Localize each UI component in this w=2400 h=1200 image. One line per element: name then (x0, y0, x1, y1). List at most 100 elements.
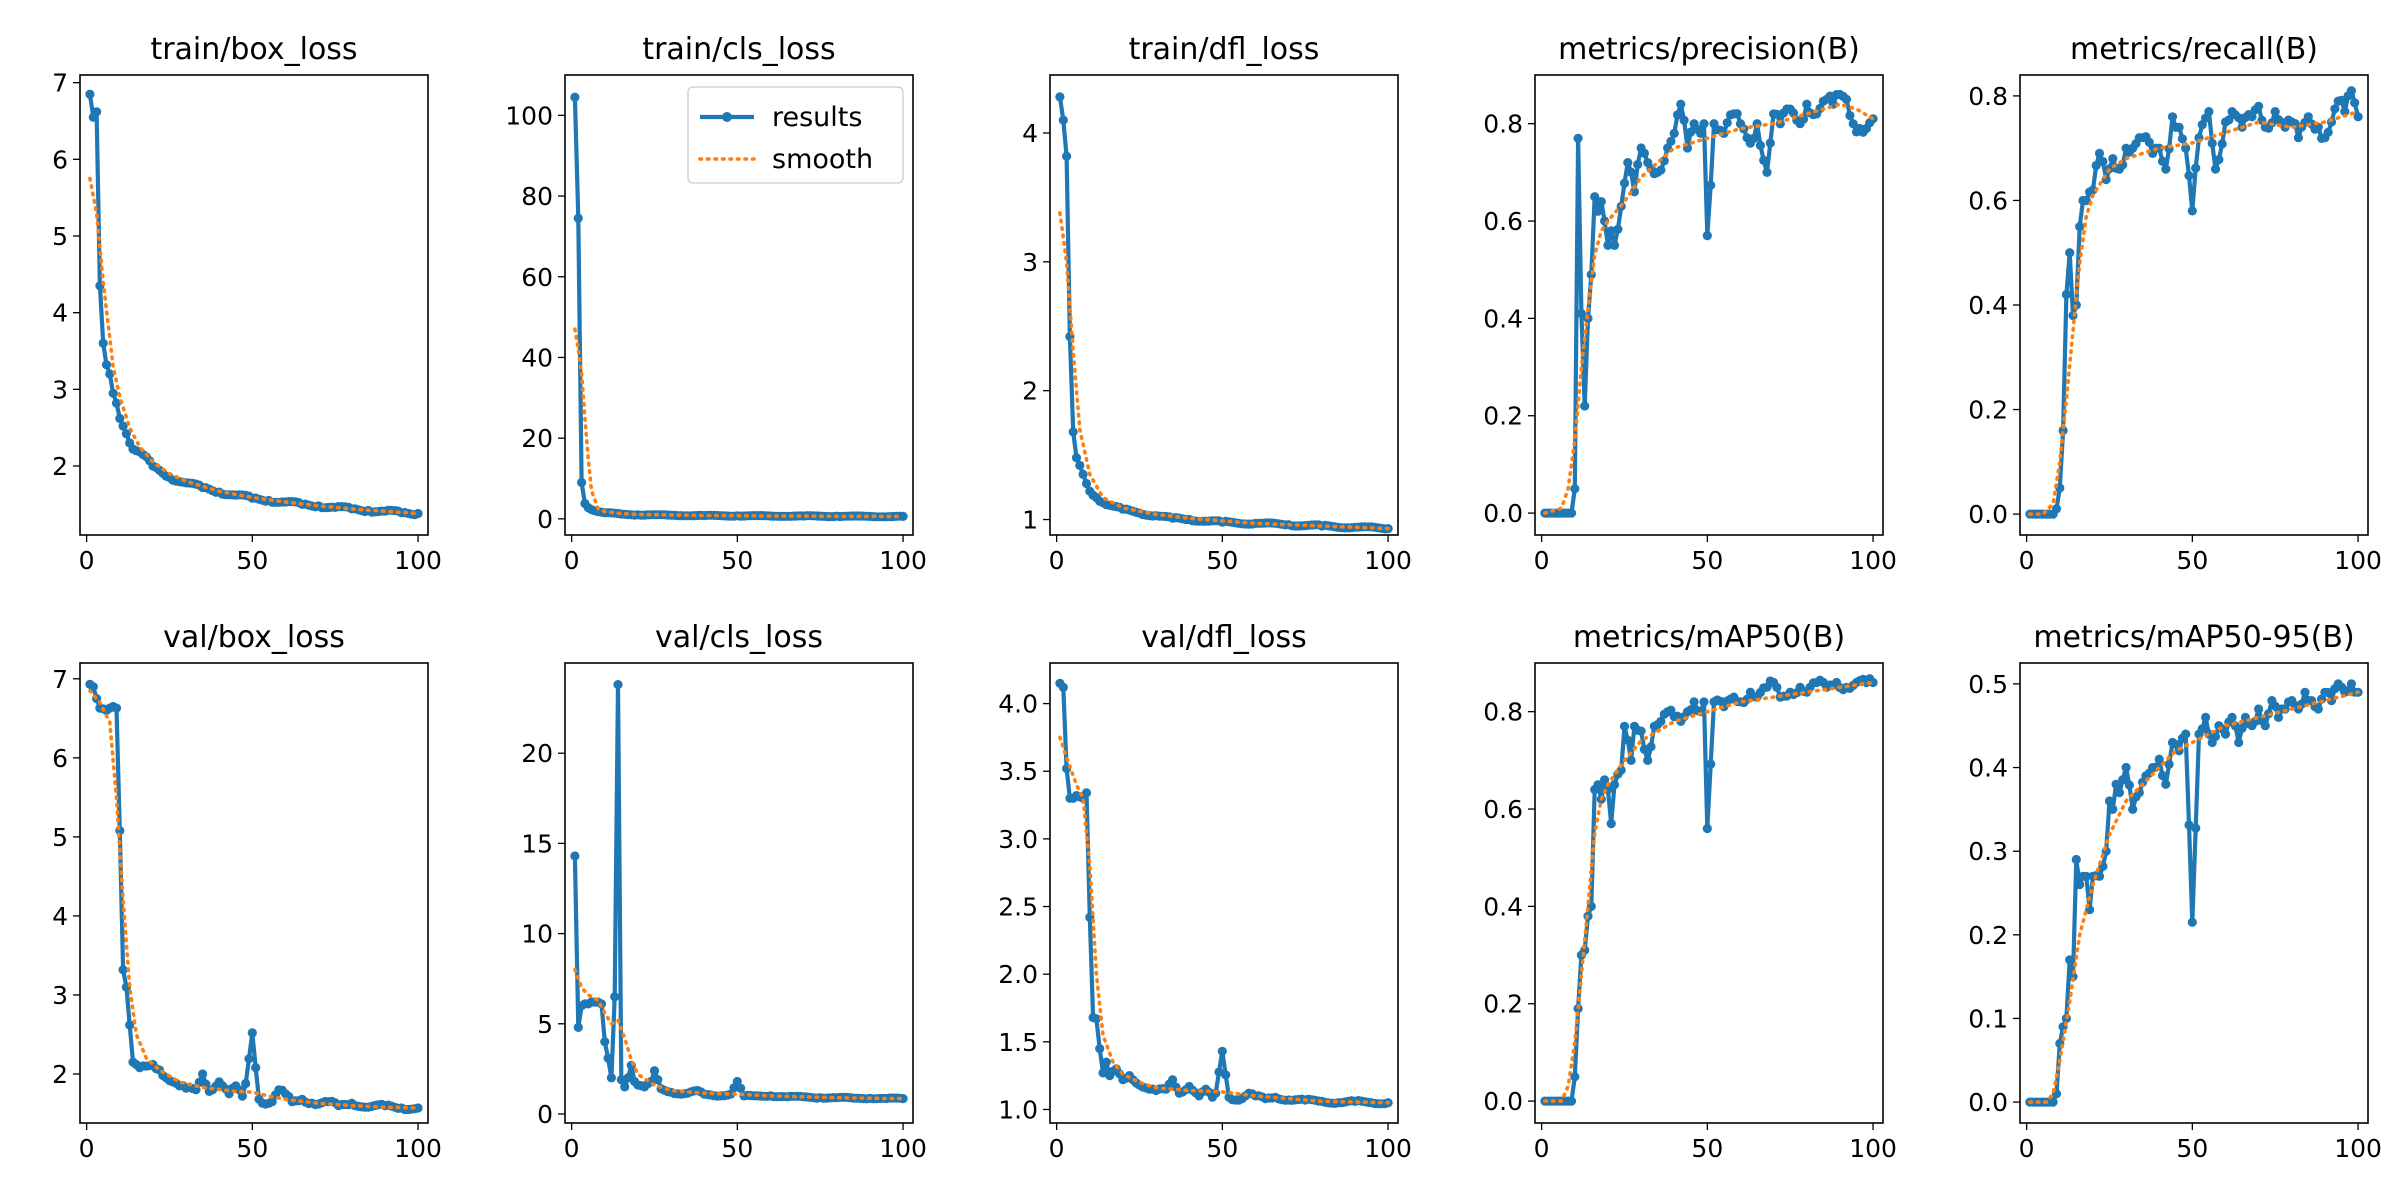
axes-frame (79, 74, 429, 536)
results-point (2187, 917, 2197, 927)
results-point (2260, 721, 2270, 731)
y-tick-label: 5 (52, 823, 68, 852)
smooth-line (1058, 211, 1390, 531)
y-tick-label: 0.4 (1968, 291, 2008, 320)
results-point (600, 1037, 610, 1047)
results-point (2214, 154, 2224, 165)
smooth-line (1543, 680, 1875, 1103)
panel-val-dfl-loss: val/dfl_loss 0 50 100 1.0 1.5 2.0 2.5 3.0 3.5 4.0 (998, 620, 1412, 1163)
y-tick-label: 4 (1022, 119, 1038, 148)
plot-area (570, 680, 908, 1104)
panel-val-cls-loss: val/cls_loss 0 50 100 0 5 10 15 20 (521, 620, 927, 1163)
results-point (118, 421, 128, 431)
results-line (1544, 676, 1875, 1104)
plot-area (85, 89, 423, 520)
results-point (2330, 104, 2340, 114)
results-point (1081, 788, 1092, 798)
results-point (267, 1097, 277, 1107)
results-point (898, 511, 908, 521)
results-point (1593, 206, 1603, 216)
results-point (92, 107, 102, 117)
x-tick-label: 0 (1534, 546, 1550, 575)
results-point (1580, 401, 1590, 411)
panel-title: train/box_loss (150, 32, 357, 67)
results-point (2323, 127, 2333, 137)
y-tick-label: 0.2 (1483, 990, 1523, 1019)
x-tick-label: 100 (879, 1134, 927, 1163)
results-point (413, 508, 423, 519)
y-tick-label: 3.5 (998, 757, 1038, 786)
results-point (88, 682, 98, 692)
y-tick-label: 0.8 (1968, 82, 2008, 111)
results-point (2108, 804, 2118, 815)
y-tick-label: 0.6 (1483, 207, 1523, 236)
results-point (2323, 687, 2333, 698)
results-point (2167, 112, 2178, 122)
plot-area (1540, 89, 1878, 518)
y-tick-label: 100 (505, 101, 553, 130)
x-tick-label: 0 (2019, 1134, 2035, 1163)
results-point (1055, 92, 1065, 102)
results-point (105, 369, 115, 379)
results-point (2154, 754, 2164, 764)
results-point (1071, 453, 1082, 463)
results-point (570, 92, 580, 102)
y-tick-label: 1.0 (998, 1095, 1038, 1124)
results-point (2353, 112, 2363, 122)
results-point (2114, 788, 2124, 798)
y-tick-label: 0.8 (1483, 698, 1523, 727)
y-tick-label: 0.8 (1483, 110, 1523, 139)
x-tick-label: 0 (564, 1134, 580, 1163)
results-point (2227, 712, 2237, 723)
results-point (2303, 112, 2313, 122)
x-tick-label: 50 (2176, 546, 2208, 575)
results-point (1868, 677, 1878, 688)
results-point (1600, 775, 1610, 785)
results-point (649, 1066, 660, 1076)
plot-area (85, 679, 423, 1115)
results-point (1841, 94, 1852, 104)
x-tick-label: 100 (1364, 1134, 1412, 1163)
results-point (1759, 155, 1769, 165)
results-point (1666, 136, 1676, 146)
y-tick-label: 0.4 (1968, 754, 2008, 783)
results-point (2051, 504, 2062, 514)
results-point (2161, 164, 2171, 174)
y-tick-label: 3 (1022, 248, 1038, 277)
y-tick-label: 0.0 (1968, 1088, 2008, 1117)
results-point (2191, 823, 2201, 833)
results-line (2029, 681, 2359, 1105)
panel-metrics-recall-b: metrics/recall(B) 0 50 100 0.0 0.2 0.4 0.6 0.8 (1968, 32, 2382, 575)
y-tick-label: 80 (521, 182, 553, 211)
results-point (1765, 138, 1775, 148)
results-point (573, 1022, 583, 1032)
y-tick-label: 5 (52, 222, 68, 251)
results-point (1702, 231, 1712, 241)
results-point (1593, 780, 1603, 790)
y-tick-label: 0.0 (1968, 500, 2008, 529)
axes-frame (1534, 662, 1884, 1124)
x-tick-label: 50 (2176, 1134, 2208, 1163)
results-point (2270, 107, 2280, 117)
y-tick-label: 2 (1022, 377, 1038, 406)
plot-area (570, 92, 908, 522)
axes-frame (1049, 74, 1399, 536)
y-tick-label: 1.5 (998, 1028, 1038, 1057)
x-tick-label: 100 (1849, 1134, 1897, 1163)
results-point (1573, 133, 1583, 143)
y-tick-label: 0.2 (1968, 396, 2008, 425)
x-tick-label: 100 (1364, 546, 1412, 575)
x-tick-label: 50 (236, 546, 268, 575)
results-point (620, 1082, 630, 1092)
x-tick-label: 50 (1691, 546, 1723, 575)
x-tick-label: 100 (394, 546, 442, 575)
y-tick-label: 0.4 (1483, 304, 1523, 333)
results-point (2184, 171, 2194, 181)
results-point (1732, 109, 1742, 119)
x-tick-label: 50 (1206, 546, 1238, 575)
panel-train-box-loss: train/box_loss 0 50 100 2 3 4 5 6 7 (52, 32, 442, 575)
results-point (1636, 726, 1646, 736)
x-tick-label: 50 (721, 546, 753, 575)
results-point (1603, 240, 1613, 250)
